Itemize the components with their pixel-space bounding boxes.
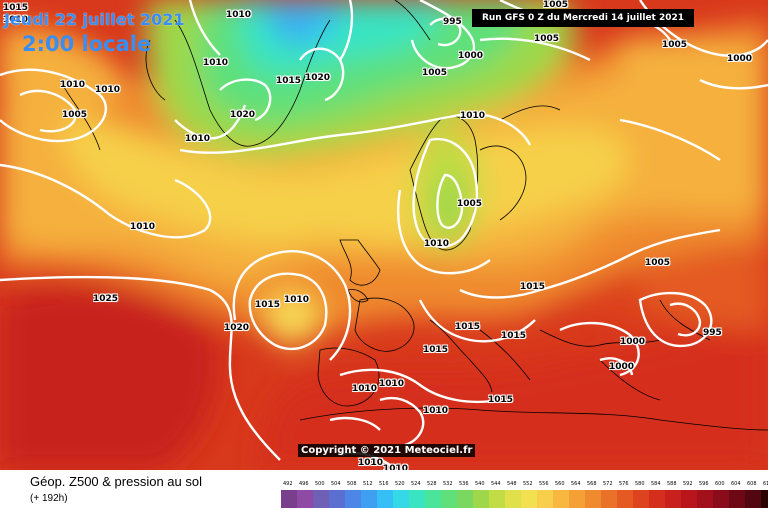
color-scale-swatch xyxy=(569,490,585,508)
isobar-label: 1010 xyxy=(130,222,156,232)
copyright-label: Copyright © 2021 Meteociel.fr xyxy=(298,444,476,457)
isobar-label: 1015 xyxy=(255,300,281,310)
weather-map: 1015 1010 1010 1010 1010 1010 1005 1010 1025 1015… xyxy=(0,0,768,470)
valid-date: Jeudi 22 juillet 2021 xyxy=(4,10,185,29)
color-scale-swatch xyxy=(473,490,489,508)
isobar-label: 1005 xyxy=(62,110,88,120)
color-scale-swatch xyxy=(457,490,473,508)
color-scale-swatch xyxy=(633,490,649,508)
coastlines xyxy=(59,0,768,431)
color-scale-swatch xyxy=(329,490,345,508)
isobar-label: 1005 xyxy=(645,258,671,268)
color-scale-swatch xyxy=(649,490,665,508)
isobar-label: 1010 xyxy=(352,384,378,394)
color-scale-swatch xyxy=(345,490,361,508)
color-scale-swatch xyxy=(361,490,377,508)
map-title: Géop. Z500 & pression au sol xyxy=(30,474,202,489)
isobar-label: 1010 xyxy=(284,295,310,305)
color-scale-swatch xyxy=(377,490,393,508)
isobar-label: 1005 xyxy=(534,34,560,44)
isobar-label: 1010 xyxy=(358,458,384,468)
local-time: 2:00 locale xyxy=(22,32,152,56)
color-scale-swatch xyxy=(553,490,569,508)
isobar-label: 1015 xyxy=(455,322,481,332)
isobar-label: 1015 xyxy=(501,331,527,341)
isobar-label: 1005 xyxy=(422,68,448,78)
color-scale-swatch xyxy=(761,490,768,508)
isobar-label: 1000 xyxy=(620,337,646,347)
forecast-hour: (+ 192h) xyxy=(30,493,68,504)
isobar-label: 1005 xyxy=(662,40,688,50)
run-info: Run GFS 0 Z du Mercredi 14 juillet 2021 xyxy=(472,9,694,27)
z500-field xyxy=(0,0,768,470)
color-scale-swatch xyxy=(425,490,441,508)
isobar-label: 1010 xyxy=(383,464,409,470)
isobar-label: 995 xyxy=(443,17,462,27)
color-scale-swatch xyxy=(441,490,457,508)
color-scale-swatch xyxy=(617,490,633,508)
color-scale-swatch xyxy=(313,490,329,508)
color-scale-swatch xyxy=(713,490,729,508)
color-scale-swatch xyxy=(489,490,505,508)
isobar-label: 1010 xyxy=(226,10,252,20)
isobar-label: 1010 xyxy=(203,58,229,68)
isobar-label: 1020 xyxy=(305,73,331,83)
isobar-label: 1020 xyxy=(230,110,256,120)
color-scale-swatch xyxy=(729,490,745,508)
color-scale-swatch xyxy=(521,490,537,508)
isobar-label: 1015 xyxy=(276,76,302,86)
color-scale-swatch xyxy=(297,490,313,508)
isobar-label: 1010 xyxy=(424,239,450,249)
isobar-label: 1010 xyxy=(3,15,29,25)
isobar-label: 1000 xyxy=(609,362,635,372)
isobar-label: 1000 xyxy=(727,54,753,64)
isobar-label: 1005 xyxy=(543,0,569,10)
isobar-label: 1010 xyxy=(379,379,405,389)
color-scale-swatch xyxy=(681,490,697,508)
isobar-label: 995 xyxy=(703,328,722,338)
isobar-label: 1020 xyxy=(224,323,250,333)
color-scale-swatch xyxy=(393,490,409,508)
isobar-label: 1010 xyxy=(460,111,486,121)
color-scale-swatch xyxy=(601,490,617,508)
color-scale-swatch xyxy=(537,490,553,508)
color-scale-swatch xyxy=(745,490,761,508)
isobar-label: 1015 xyxy=(488,395,514,405)
color-scale-swatch xyxy=(665,490,681,508)
isobar-label: 1000 xyxy=(458,51,484,61)
color-scale-swatch xyxy=(281,490,297,508)
isobar-label: 1015 xyxy=(520,282,546,292)
isobar-label: 1005 xyxy=(457,199,483,209)
isobar-label: 1025 xyxy=(93,294,119,304)
isobar-label: 1010 xyxy=(60,80,86,90)
isobar-label: 1010 xyxy=(185,134,211,144)
isobar-label: 1015 xyxy=(423,345,449,355)
isobar-label: 1010 xyxy=(95,85,121,95)
color-scale-swatch xyxy=(409,490,425,508)
color-scale-swatch xyxy=(585,490,601,508)
isobar-label: 1010 xyxy=(423,406,449,416)
isobar-label: 1015 xyxy=(3,3,29,13)
color-scale-swatch xyxy=(697,490,713,508)
color-scale-swatch xyxy=(505,490,521,508)
